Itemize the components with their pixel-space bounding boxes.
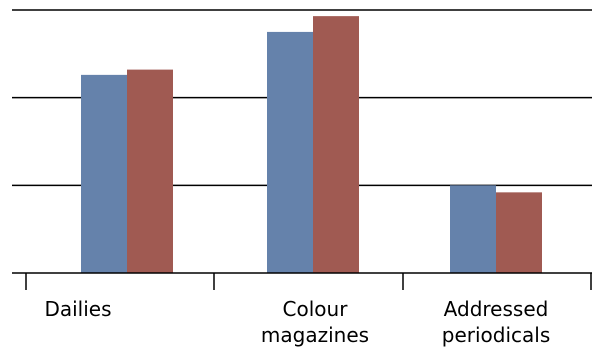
bar [313,16,359,274]
bar [450,185,496,273]
x-tick-labels: Dailies Colour magazines Addressed periodica… [44,297,550,347]
bar [81,74,127,273]
x-tick-label-line: Colour [283,297,349,321]
x-tick-label-line: magazines [261,323,369,347]
x-tick-label-line: Addressed [444,297,549,321]
x-axis [12,272,592,290]
x-tick-label: Colour magazines [261,297,369,347]
x-tick-label: Dailies [44,297,111,321]
x-tick-label: Addressed periodicals [442,297,551,347]
x-tick-label-line: Dailies [44,297,111,321]
bar [127,69,173,273]
bar [267,31,313,273]
bar [496,192,542,273]
bars [81,16,542,274]
x-tick-label-line: periodicals [442,323,551,347]
